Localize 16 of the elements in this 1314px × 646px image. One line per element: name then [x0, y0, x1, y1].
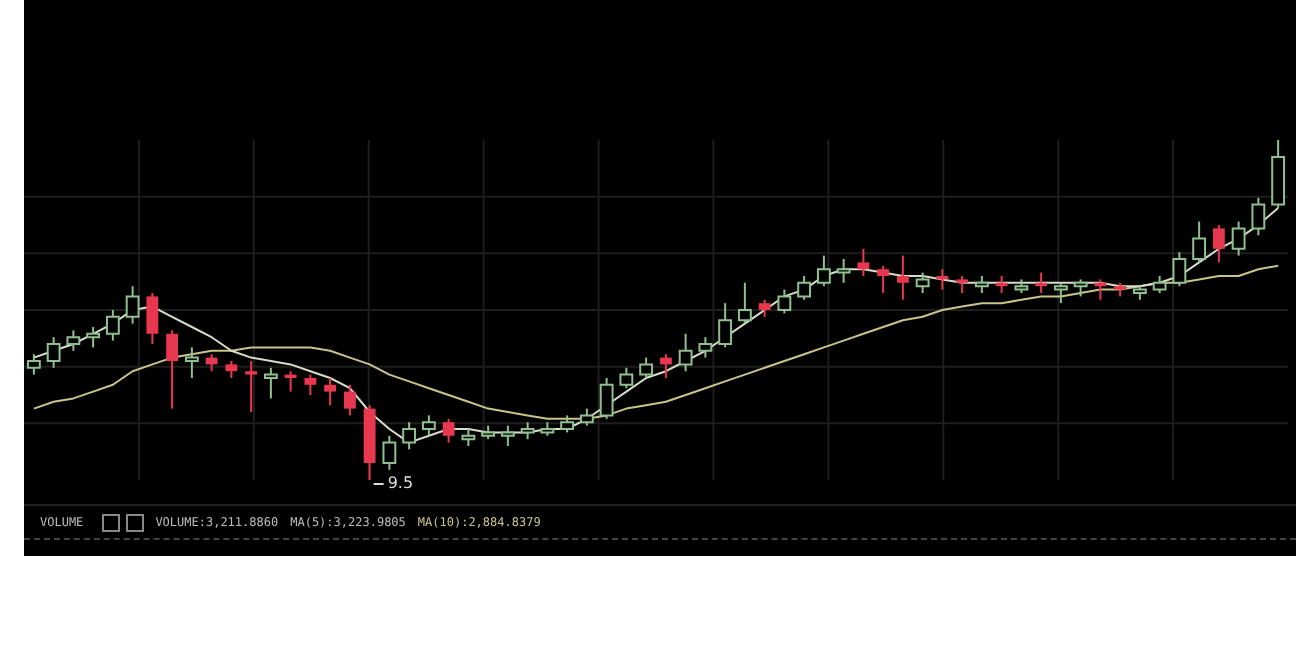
- candlestick: [166, 329, 179, 410]
- candlestick: [343, 383, 356, 417]
- candlestick: [442, 417, 455, 444]
- candlestick: [896, 254, 909, 301]
- annotation: 9.5: [387, 474, 414, 493]
- candlestick: [284, 370, 297, 393]
- candlestick: [1094, 278, 1107, 301]
- candlestick: [146, 292, 159, 345]
- candlestick: [877, 264, 890, 294]
- candlestick: [936, 268, 949, 291]
- candlestick: [245, 360, 258, 413]
- candlestick: [324, 377, 337, 407]
- candlestick: [857, 247, 870, 277]
- candlestick: [1212, 224, 1225, 264]
- candlestick: [1035, 271, 1048, 294]
- candlestick: [304, 373, 317, 396]
